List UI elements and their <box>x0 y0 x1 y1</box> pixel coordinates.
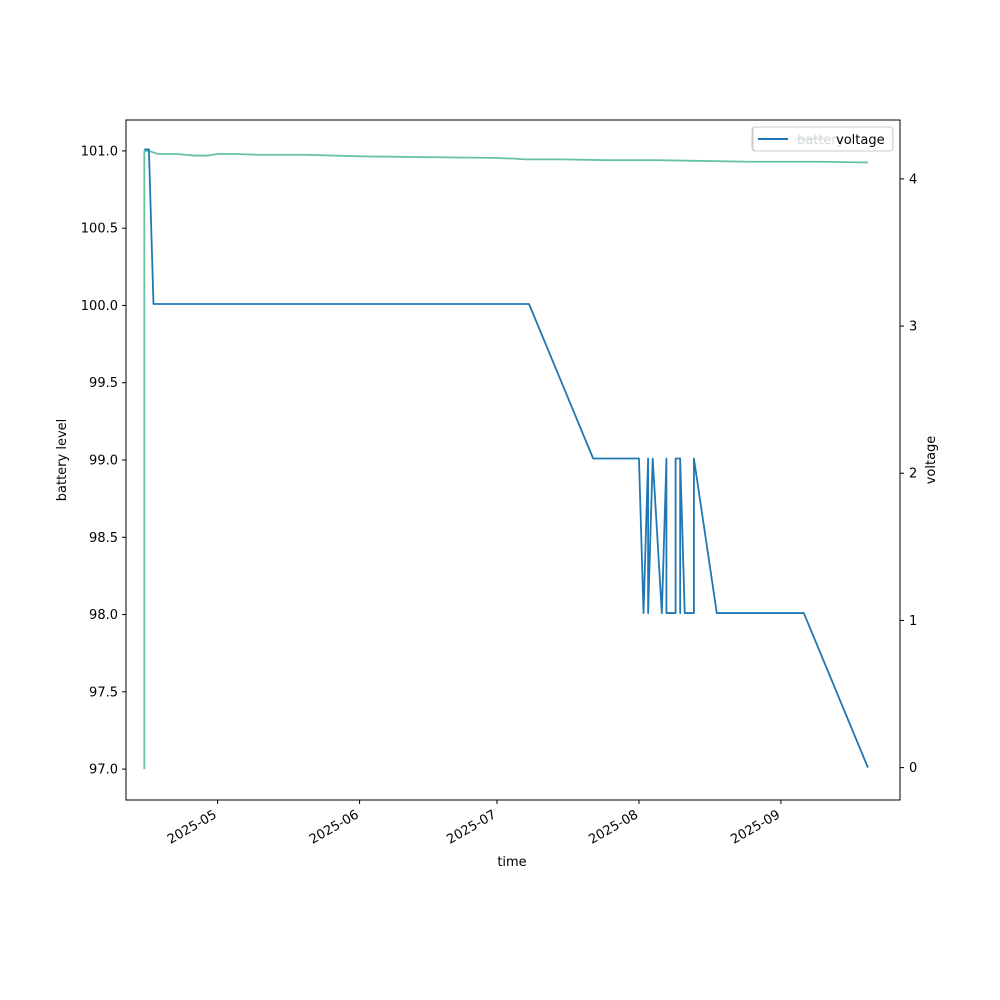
x-tick-label: 2025-07 <box>444 807 499 847</box>
x-tick-label: 2025-08 <box>586 807 641 847</box>
plot-area <box>126 120 900 800</box>
y-left-tick-label: 98.0 <box>89 608 118 623</box>
y-left-tick-label: 99.0 <box>89 454 118 469</box>
y-right-tick-label: 2 <box>909 467 917 482</box>
y-left-tick-label: 101.0 <box>81 144 118 159</box>
x-axis-label: time <box>497 855 526 870</box>
series-line-battery <box>143 150 868 770</box>
y-left-tick-label: 98.5 <box>89 531 118 546</box>
x-axis: 2025-05 2025-06 2025-07 2025-08 2025-09 <box>165 800 783 848</box>
y-axis-left: 97.0 97.5 98.0 98.5 99.0 99.5 100.0 100.5 101.0 <box>81 144 126 778</box>
y-left-tick-label: 99.5 <box>89 376 118 391</box>
y-right-tick-label: 3 <box>909 320 917 335</box>
series-layer <box>143 148 869 770</box>
y-left-tick-label: 97.0 <box>89 763 118 778</box>
y-right-tick-label: 1 <box>909 614 917 629</box>
y-left-tick-label: 100.0 <box>81 299 118 314</box>
legend-voltage-box <box>752 126 894 152</box>
x-tick-label: 2025-06 <box>307 807 362 847</box>
x-tick-label: 2025-09 <box>728 807 783 847</box>
y-left-tick-label: 97.5 <box>89 685 118 700</box>
x-tick-label: 2025-05 <box>165 807 220 847</box>
y-axis-left-label: battery level <box>55 419 70 502</box>
y-right-tick-label: 4 <box>909 172 917 187</box>
legend-voltage: voltage <box>752 126 894 152</box>
y-right-tick-label: 0 <box>909 761 917 776</box>
legend-voltage-label: voltage <box>836 133 885 148</box>
y-axis-right: 0 1 2 3 4 <box>900 172 917 776</box>
y-axis-right-label: voltage <box>924 436 939 485</box>
y-left-tick-label: 100.5 <box>81 222 118 237</box>
series-line-voltage <box>144 148 869 768</box>
